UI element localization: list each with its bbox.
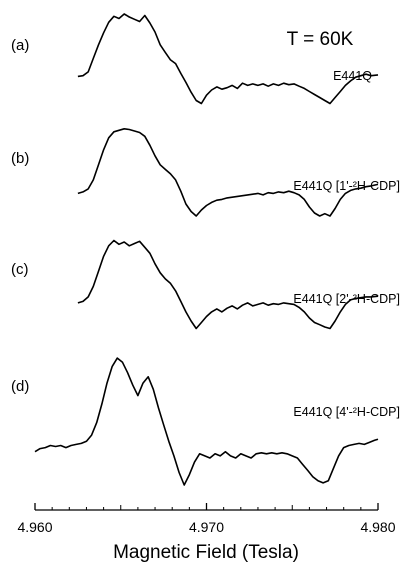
trace-label-c: E441Q [2'-²H-CDP] [293, 292, 400, 306]
panel-label-b: (b) [11, 150, 29, 167]
trace-label-d: E441Q [4'-²H-CDP] [293, 405, 400, 419]
x-tick-label: 4.980 [360, 519, 395, 535]
x-tick-label: 4.970 [189, 519, 224, 535]
trace-label-b: E441Q [1'-²H-CDP] [293, 179, 400, 193]
spectrum-line-c [77, 239, 379, 330]
x-axis-title: Magnetic Field (Tesla) [113, 542, 299, 563]
spectrum-line-d [34, 357, 379, 486]
x-axis: 4.960 4.970 4.980 [17, 503, 396, 535]
panel-label-a: (a) [11, 37, 29, 54]
spectrum-line-a [77, 13, 379, 105]
trace-labels: (a) E441Q (b) E441Q [1'-²H-CDP] (c) E441Q [2'… [11, 37, 400, 419]
panel-label-d: (d) [11, 378, 29, 395]
x-tick-label: 4.960 [17, 519, 52, 535]
panel-label-c: (c) [11, 261, 29, 278]
spectrum-traces [34, 13, 379, 486]
temperature-annotation: T = 60K [287, 29, 354, 50]
spectrum-line-b [77, 128, 379, 217]
trace-label-a: E441Q [333, 69, 372, 83]
